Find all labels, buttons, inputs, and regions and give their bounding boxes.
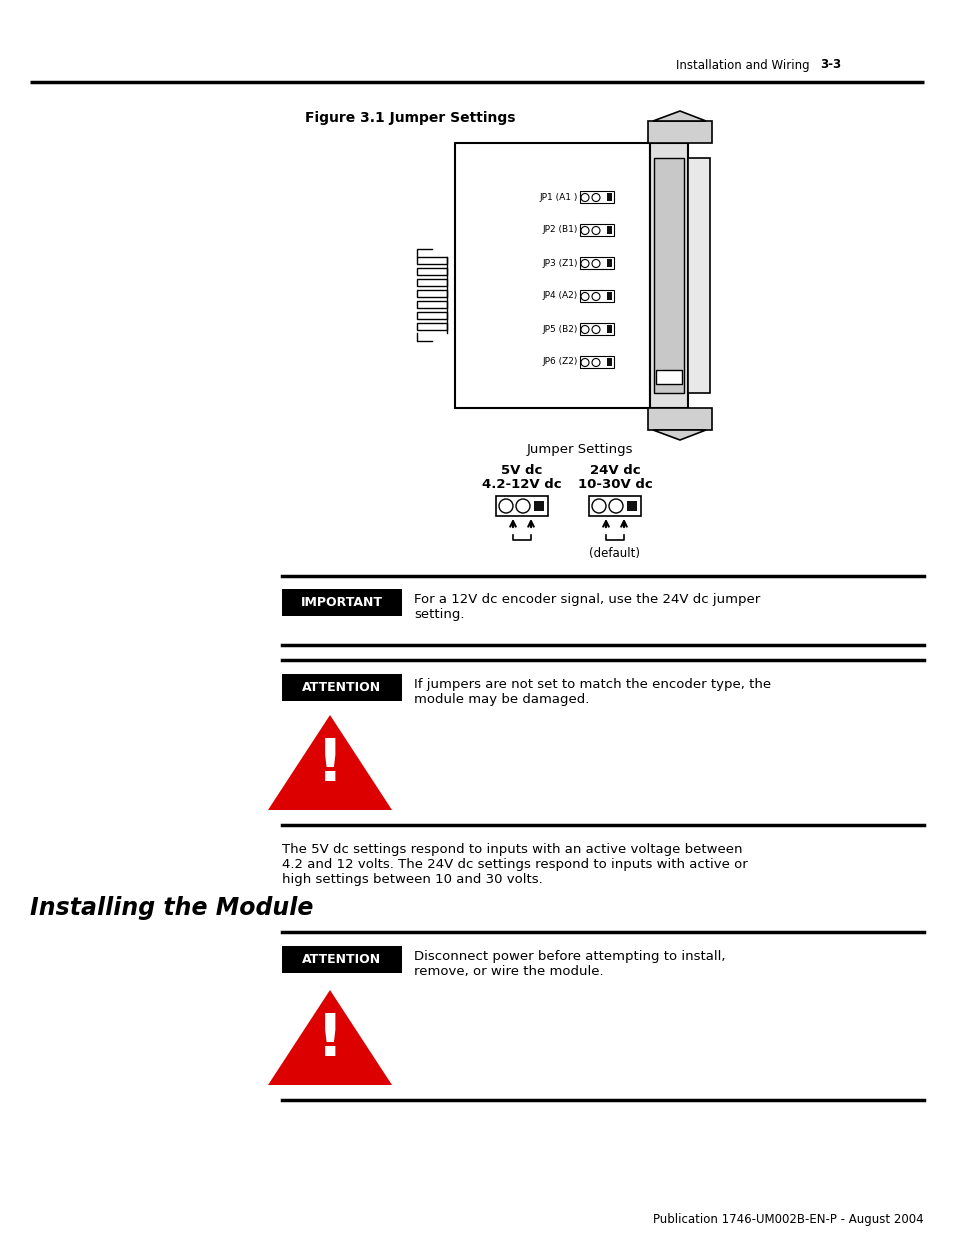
Polygon shape: [268, 715, 392, 810]
Text: Publication 1746-UM002B-EN-P - August 2004: Publication 1746-UM002B-EN-P - August 20…: [653, 1214, 923, 1226]
Circle shape: [592, 194, 599, 201]
Bar: [455, 143, 649, 408]
Bar: [579, 257, 614, 269]
Bar: [654, 158, 683, 393]
Text: Jumper Settings: Jumper Settings: [526, 443, 633, 457]
Bar: [416, 324, 447, 330]
Circle shape: [608, 499, 622, 513]
Bar: [588, 496, 640, 516]
Polygon shape: [268, 990, 392, 1086]
Circle shape: [592, 326, 599, 333]
Bar: [606, 259, 612, 267]
Bar: [647, 408, 711, 430]
Bar: [416, 312, 447, 319]
Bar: [416, 279, 447, 287]
Text: The 5V dc settings respond to inputs with an active voltage between
4.2 and 12 v: The 5V dc settings respond to inputs wit…: [282, 844, 747, 885]
Text: JP3 (Z1): JP3 (Z1): [542, 258, 578, 268]
Bar: [579, 290, 614, 303]
Circle shape: [580, 358, 588, 367]
Bar: [579, 324, 614, 335]
Text: Installing the Module: Installing the Module: [30, 897, 313, 920]
Text: JP4 (A2): JP4 (A2): [542, 291, 578, 300]
Bar: [606, 226, 612, 233]
Text: Installation and Wiring: Installation and Wiring: [676, 58, 809, 72]
Bar: [416, 290, 447, 296]
Text: 24V dc: 24V dc: [589, 463, 639, 477]
Bar: [656, 370, 681, 384]
Circle shape: [592, 259, 599, 268]
Text: For a 12V dc encoder signal, use the 24V dc jumper
setting.: For a 12V dc encoder signal, use the 24V…: [414, 593, 760, 621]
Bar: [687, 158, 709, 393]
Text: IMPORTANT: IMPORTANT: [301, 597, 382, 609]
Bar: [579, 191, 614, 203]
Text: 10-30V dc: 10-30V dc: [577, 478, 652, 490]
Circle shape: [498, 499, 513, 513]
Bar: [534, 501, 543, 511]
Bar: [606, 325, 612, 333]
Circle shape: [516, 499, 530, 513]
Bar: [647, 121, 711, 143]
Text: ATTENTION: ATTENTION: [302, 953, 381, 966]
Bar: [579, 224, 614, 236]
Bar: [416, 257, 447, 264]
Bar: [416, 301, 447, 308]
Bar: [579, 356, 614, 368]
Text: If jumpers are not set to match the encoder type, the
module may be damaged.: If jumpers are not set to match the enco…: [414, 678, 770, 706]
Text: 5V dc: 5V dc: [500, 463, 542, 477]
Text: JP6 (Z2): JP6 (Z2): [542, 357, 578, 367]
Circle shape: [592, 358, 599, 367]
Circle shape: [580, 326, 588, 333]
Text: JP2 (B1): JP2 (B1): [542, 226, 578, 235]
Text: ATTENTION: ATTENTION: [302, 680, 381, 694]
Circle shape: [592, 226, 599, 235]
Text: 4.2-12V dc: 4.2-12V dc: [481, 478, 561, 490]
Bar: [282, 589, 401, 616]
Text: Disconnect power before attempting to install,
remove, or wire the module.: Disconnect power before attempting to in…: [414, 950, 724, 978]
Bar: [496, 496, 547, 516]
Text: (default): (default): [589, 547, 639, 559]
Circle shape: [580, 259, 588, 268]
Circle shape: [580, 226, 588, 235]
Circle shape: [580, 293, 588, 300]
Bar: [606, 291, 612, 300]
Text: 3-3: 3-3: [820, 58, 841, 72]
Bar: [649, 143, 687, 408]
Bar: [606, 358, 612, 366]
Circle shape: [580, 194, 588, 201]
Circle shape: [592, 499, 605, 513]
Text: JP1 (A1 ): JP1 (A1 ): [539, 193, 578, 201]
Bar: [416, 268, 447, 275]
Bar: [282, 946, 401, 973]
Text: JP5 (B2): JP5 (B2): [542, 325, 578, 333]
Circle shape: [592, 293, 599, 300]
Text: !: !: [316, 736, 343, 793]
Text: Figure 3.1 Jumper Settings: Figure 3.1 Jumper Settings: [305, 111, 515, 125]
Text: !: !: [316, 1011, 343, 1068]
Bar: [626, 501, 637, 511]
Polygon shape: [652, 430, 705, 440]
Polygon shape: [652, 111, 705, 121]
Bar: [282, 674, 401, 701]
Bar: [606, 193, 612, 201]
